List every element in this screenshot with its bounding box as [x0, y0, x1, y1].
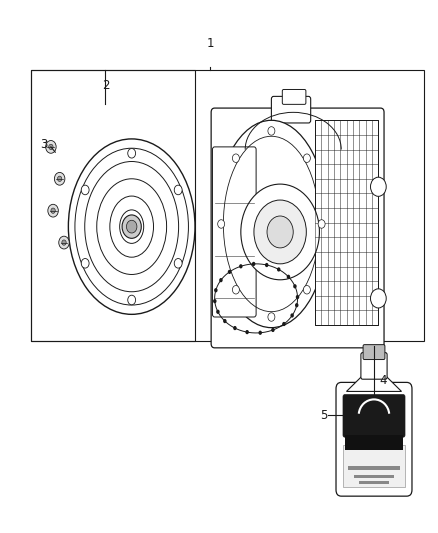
Circle shape	[128, 295, 136, 305]
Circle shape	[127, 220, 137, 233]
Ellipse shape	[68, 139, 195, 314]
Text: 1: 1	[207, 37, 214, 50]
Circle shape	[296, 295, 299, 299]
Circle shape	[49, 144, 53, 150]
Polygon shape	[346, 375, 402, 391]
Circle shape	[287, 274, 290, 279]
Circle shape	[59, 236, 69, 249]
FancyBboxPatch shape	[283, 90, 306, 104]
Circle shape	[267, 216, 293, 248]
Circle shape	[81, 185, 89, 195]
Circle shape	[214, 288, 218, 293]
Circle shape	[277, 268, 280, 272]
Circle shape	[223, 319, 226, 323]
FancyBboxPatch shape	[212, 147, 256, 317]
FancyBboxPatch shape	[343, 394, 405, 437]
Circle shape	[295, 303, 298, 308]
Circle shape	[219, 278, 223, 282]
Bar	[343, 445, 405, 487]
Circle shape	[51, 208, 55, 213]
Circle shape	[81, 259, 89, 268]
Circle shape	[268, 127, 275, 135]
Circle shape	[233, 154, 240, 163]
Circle shape	[174, 185, 182, 195]
FancyBboxPatch shape	[363, 345, 385, 360]
Circle shape	[241, 184, 319, 280]
Circle shape	[122, 215, 141, 238]
Bar	[353, 475, 395, 478]
Circle shape	[282, 322, 286, 326]
Bar	[31, 70, 195, 341]
Circle shape	[245, 330, 249, 334]
FancyBboxPatch shape	[361, 353, 387, 379]
Circle shape	[265, 263, 268, 267]
FancyBboxPatch shape	[211, 108, 384, 348]
Circle shape	[233, 326, 237, 330]
Bar	[315, 120, 378, 325]
Bar	[345, 435, 403, 450]
Circle shape	[318, 220, 325, 228]
Bar	[359, 481, 389, 484]
Circle shape	[218, 220, 225, 228]
Circle shape	[216, 310, 219, 314]
Circle shape	[62, 240, 66, 245]
Circle shape	[304, 286, 311, 294]
Circle shape	[54, 172, 65, 185]
Circle shape	[258, 330, 262, 335]
Bar	[348, 466, 400, 470]
Circle shape	[48, 204, 58, 217]
FancyBboxPatch shape	[272, 96, 311, 123]
Circle shape	[239, 264, 243, 269]
FancyBboxPatch shape	[336, 382, 412, 496]
Circle shape	[271, 328, 275, 332]
Circle shape	[304, 154, 311, 163]
Text: 2: 2	[102, 79, 109, 92]
Circle shape	[228, 270, 231, 274]
Circle shape	[213, 299, 216, 303]
Text: 3: 3	[41, 138, 48, 151]
Circle shape	[174, 259, 182, 268]
Circle shape	[371, 177, 386, 196]
Circle shape	[290, 313, 294, 318]
Circle shape	[128, 149, 136, 158]
Circle shape	[293, 284, 297, 288]
Circle shape	[57, 176, 62, 181]
Ellipse shape	[215, 120, 328, 328]
Circle shape	[233, 286, 240, 294]
Circle shape	[252, 262, 255, 266]
Text: 4: 4	[379, 374, 386, 387]
Circle shape	[254, 200, 306, 264]
Circle shape	[268, 313, 275, 321]
Circle shape	[46, 141, 56, 154]
Circle shape	[371, 289, 386, 308]
Text: 5: 5	[320, 409, 328, 422]
Bar	[31, 70, 424, 341]
